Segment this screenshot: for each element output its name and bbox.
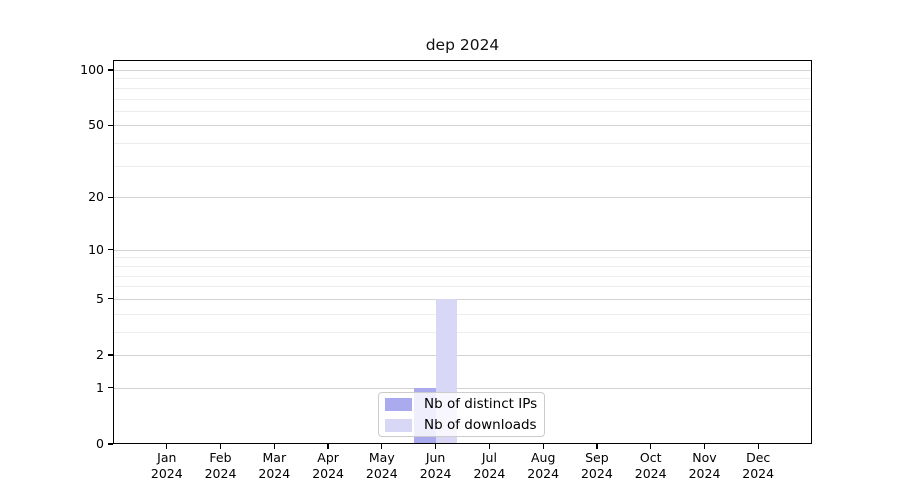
x-tick-label: Dec 2024	[730, 450, 786, 481]
gridline-major	[113, 197, 812, 199]
y-tick-label: 50	[88, 117, 104, 133]
y-tick-mark	[108, 249, 113, 251]
x-tick-year: 2024	[580, 465, 613, 481]
legend-item-downloads: Nb of downloads	[385, 417, 537, 433]
gridline-major	[113, 298, 812, 300]
x-tick-mark	[166, 444, 168, 449]
legend-label-distinct-ips: Nb of distinct IPs	[424, 396, 538, 412]
gridline-minor	[113, 110, 812, 112]
x-tick-month: Aug	[530, 450, 556, 465]
x-tick-month: Dec	[746, 450, 771, 465]
x-tick-mark	[542, 444, 544, 449]
x-tick-mark	[650, 444, 652, 449]
x-tick-year: 2024	[742, 465, 775, 481]
gridline-minor	[113, 331, 812, 333]
x-tick-year: 2024	[312, 465, 344, 481]
x-tick-mark	[757, 444, 759, 449]
x-tick-label: Aug 2024	[515, 450, 571, 481]
gridline-minor	[113, 313, 812, 315]
y-tick-label: 1	[96, 379, 104, 395]
x-tick-mark	[381, 444, 383, 449]
y-tick-label: 2	[96, 347, 104, 362]
x-tick-month: Apr	[317, 450, 339, 465]
x-tick-label: Jan 2024	[139, 450, 195, 481]
x-tick-month: Feb	[209, 450, 232, 465]
y-tick-mark	[108, 387, 113, 389]
gridline-minor	[113, 98, 812, 100]
gridline-minor	[113, 78, 812, 80]
x-tick-month: Sep	[585, 450, 609, 465]
x-tick-month: Nov	[692, 450, 717, 465]
x-tick-year: 2024	[365, 465, 398, 481]
gridline-major	[113, 70, 812, 71]
legend-swatch-distinct-ips	[385, 397, 412, 411]
chart-title: dep 2024	[425, 36, 500, 54]
x-tick-year: 2024	[527, 465, 560, 481]
gridline-minor	[113, 275, 812, 277]
y-tick-mark	[108, 298, 113, 300]
x-tick-year: 2024	[204, 465, 237, 481]
x-tick-year: 2024	[150, 465, 183, 481]
x-tick-month: Jan	[157, 450, 177, 465]
legend: Nb of distinct IPs Nb of downloads	[378, 392, 545, 437]
x-tick-label: Oct 2024	[623, 450, 679, 481]
x-tick-label: May 2024	[354, 450, 410, 481]
y-tick-mark	[108, 69, 113, 71]
gridline-major	[113, 125, 812, 127]
x-tick-mark	[273, 444, 275, 449]
gridline-major	[113, 355, 812, 356]
gridline-major	[113, 249, 812, 251]
gridline-minor	[113, 265, 812, 267]
x-tick-month: Jun	[425, 450, 446, 465]
y-tick-mark	[108, 443, 113, 445]
y-tick-label: 5	[96, 290, 104, 306]
x-tick-label: Mar 2024	[246, 450, 302, 481]
y-tick-mark	[108, 196, 113, 198]
gridline-minor	[113, 257, 812, 259]
y-tick-mark	[108, 124, 113, 127]
x-tick-label: Apr 2024	[300, 450, 356, 481]
y-tick-mark	[108, 354, 113, 356]
y-tick-label: 10	[88, 241, 104, 257]
x-tick-mark	[434, 444, 437, 449]
legend-item-distinct-ips: Nb of distinct IPs	[385, 396, 538, 412]
x-tick-year: 2024	[473, 465, 506, 481]
legend-label-downloads: Nb of downloads	[424, 417, 537, 433]
x-tick-month: Mar	[262, 450, 287, 465]
x-tick-label: Nov 2024	[677, 450, 733, 481]
x-tick-mark	[219, 444, 222, 449]
x-tick-year: 2024	[258, 465, 291, 481]
x-tick-mark	[327, 444, 329, 449]
y-tick-label: 20	[88, 189, 104, 205]
x-tick-label: Jul 2024	[461, 450, 517, 481]
x-tick-month: May	[368, 450, 395, 465]
x-tick-mark	[488, 444, 491, 449]
gridline-major	[113, 387, 812, 389]
gridline-minor	[113, 286, 812, 288]
x-tick-year: 2024	[419, 465, 452, 481]
x-tick-mark	[596, 444, 598, 449]
gridline-minor	[113, 143, 812, 145]
gridline-minor	[113, 87, 812, 89]
x-tick-year: 2024	[688, 465, 721, 481]
gridline-minor	[113, 165, 812, 167]
x-tick-month: Oct	[639, 450, 662, 465]
x-tick-label: Feb 2024	[193, 450, 249, 481]
legend-swatch-downloads	[385, 418, 412, 432]
plot-frame	[113, 60, 812, 444]
x-tick-mark	[703, 444, 706, 449]
x-tick-label: Sep 2024	[569, 450, 625, 481]
y-tick-label: 0	[96, 436, 104, 451]
x-tick-month: Jul	[481, 450, 497, 465]
y-tick-label: 100	[80, 62, 104, 77]
x-tick-label: Jun 2024	[408, 450, 464, 481]
x-tick-year: 2024	[634, 465, 667, 481]
